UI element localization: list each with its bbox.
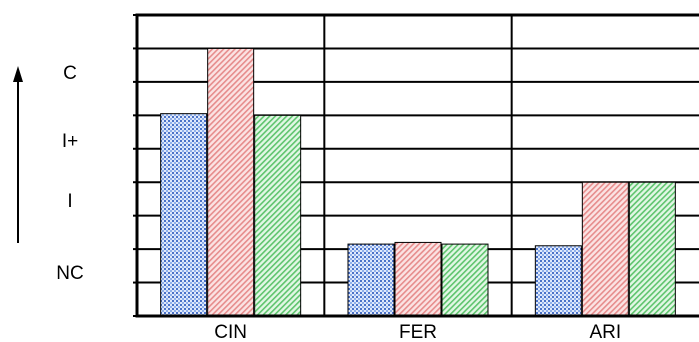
plot-frame	[133, 13, 699, 318]
bar-cin-s1	[160, 113, 208, 317]
y-level-label-i: I	[67, 191, 72, 212]
bar-cin-s3	[254, 114, 302, 317]
y-level-labels: NC I I+ C	[56, 63, 83, 284]
bars	[160, 47, 676, 317]
bar-ari-s2	[581, 181, 629, 317]
y-axis	[13, 66, 23, 243]
plot-border	[135, 13, 699, 318]
bar-fer-s2	[394, 241, 442, 317]
y-axis-arrow-head	[13, 66, 23, 82]
category-label-cin: CIN	[214, 322, 247, 342]
category-labels: CIN FER ARI	[214, 322, 621, 342]
category-label-fer: FER	[399, 322, 437, 342]
bar-ari-s1	[534, 245, 582, 317]
bar-cin-s2	[207, 47, 255, 317]
y-level-label-iplus: I+	[62, 131, 78, 152]
bar-fer-s3	[441, 243, 489, 317]
y-level-label-c: C	[63, 63, 77, 84]
category-label-ari: ARI	[589, 322, 621, 342]
bar-ari-s3	[628, 181, 676, 317]
bar-fer-s1	[347, 243, 395, 317]
y-level-label-nc: NC	[56, 263, 83, 284]
